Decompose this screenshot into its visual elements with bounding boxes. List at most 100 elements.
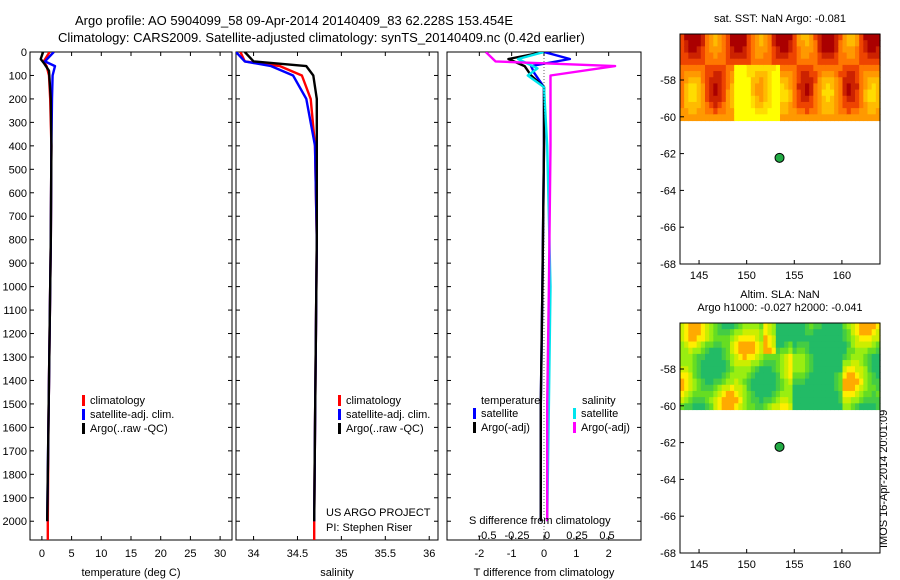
sst_map-cell xyxy=(834,83,839,91)
sla_map-cell xyxy=(838,341,844,349)
sla_map-cell xyxy=(809,372,814,380)
legend-label-salinity: Argo(..raw -QC) xyxy=(346,423,424,435)
sla_map-cell xyxy=(705,329,710,336)
sst_map-cell xyxy=(713,95,719,103)
sla_map-cell xyxy=(842,378,848,386)
sla_map-cell xyxy=(750,384,756,392)
sla_map-cell xyxy=(688,341,694,349)
difference-top-tick-label: 0 xyxy=(544,530,550,542)
sla_map-cell xyxy=(763,403,769,411)
sla_map-cell xyxy=(713,335,719,343)
sla_map-cell xyxy=(875,403,881,411)
sst_map-cell xyxy=(680,114,685,122)
sst_map-cell xyxy=(838,58,844,66)
sst_map-cell xyxy=(721,64,727,72)
sst_map-cell xyxy=(809,101,814,109)
sst_map-cell xyxy=(771,77,777,85)
sst_map-cell xyxy=(692,77,698,85)
sla_map-cell xyxy=(763,360,769,367)
sst_map-cell xyxy=(746,40,752,47)
sla_map-cell xyxy=(688,347,694,355)
sla_map-cell xyxy=(871,353,877,361)
sst_map-cell xyxy=(742,108,748,115)
sst_map-cell xyxy=(809,89,814,97)
sst_map-xtick-label: 145 xyxy=(690,270,708,282)
sla_map-cell xyxy=(696,335,702,343)
sla_map-cell xyxy=(759,341,764,349)
sst_map-cell xyxy=(713,114,719,122)
sla_map-cell xyxy=(792,347,798,355)
sst_map-cell xyxy=(700,58,706,66)
sst_map-cell xyxy=(796,71,802,78)
sla_map-cell xyxy=(834,347,839,355)
sla_map-cell xyxy=(871,397,877,404)
depth-tick-label: 1900 xyxy=(3,493,27,505)
sst_map-cell xyxy=(784,83,789,91)
sst_map-cell xyxy=(838,89,844,97)
sla_map-cell xyxy=(855,341,860,349)
sla_map-cell xyxy=(713,341,719,349)
sst_map-cell xyxy=(771,34,777,41)
legend-swatch-temperature xyxy=(82,409,85,420)
sst_map-cell xyxy=(859,114,864,122)
sst_map-cell xyxy=(750,108,756,115)
sla_map-cell xyxy=(821,378,827,386)
sla_map-cell xyxy=(850,378,856,386)
sst_map-cell xyxy=(792,71,798,78)
sla_map-cell xyxy=(713,390,719,398)
sst_map-cell xyxy=(775,108,781,115)
sla_map-cell xyxy=(730,397,735,404)
salinity-xtick-label: 34 xyxy=(247,548,259,560)
sst_map-cell xyxy=(734,71,739,78)
sst_map-cell xyxy=(680,40,685,47)
sla_map-cell xyxy=(792,360,798,367)
sla_map-cell xyxy=(813,397,819,404)
sla_map-cell xyxy=(684,360,689,367)
sla_map-cell xyxy=(721,378,727,386)
sla_map-cell xyxy=(792,384,798,392)
sst_map-cell xyxy=(680,46,685,54)
sst_map-cell xyxy=(784,58,789,66)
sst_map-cell xyxy=(788,114,794,122)
sla_map-cell xyxy=(709,378,714,386)
sst_map-cell xyxy=(717,101,723,109)
sla_map-cell xyxy=(700,347,706,355)
sla_map-cell xyxy=(763,347,769,355)
sst_map-cell xyxy=(817,58,823,66)
sla_map-cell xyxy=(742,353,748,361)
sst_map-cell xyxy=(738,34,744,41)
sla_map-cell xyxy=(775,347,781,355)
sst_map-cell xyxy=(771,83,777,91)
sla_map-cell xyxy=(763,372,769,380)
sla_map-cell xyxy=(734,335,739,343)
sst_map-cell xyxy=(780,108,785,115)
sla_map-cell xyxy=(709,335,714,343)
sst_map-cell xyxy=(742,34,748,41)
sst_map-cell xyxy=(850,52,856,60)
sst_map-cell xyxy=(875,71,881,78)
sst_map-cell xyxy=(717,95,723,103)
sst_map-cell xyxy=(742,77,748,85)
sla_map-cell xyxy=(821,341,827,349)
sst_map-cell xyxy=(696,83,702,91)
sla_map-cell xyxy=(850,372,856,380)
sst_map-cell xyxy=(871,71,877,78)
sla_map-cell xyxy=(855,366,860,374)
sla_map-cell xyxy=(717,378,723,386)
sla_map-cell xyxy=(700,384,706,392)
difference-xtick-label: -1 xyxy=(507,548,517,560)
sla_map-cell xyxy=(867,384,873,392)
sla_map-cell xyxy=(767,353,773,361)
sla_map-cell xyxy=(871,390,877,398)
sla_map-cell xyxy=(721,403,727,411)
sla_map-cell xyxy=(759,384,764,392)
sst_map-cell xyxy=(750,114,756,122)
sst_map-cell xyxy=(871,46,877,54)
sla_map-cell xyxy=(738,366,744,374)
sla_map-cell xyxy=(846,329,852,336)
sla_map-ytick-label: -68 xyxy=(660,548,676,560)
sla_map-cell xyxy=(717,384,723,392)
sla_map-cell xyxy=(730,390,735,398)
sla_map-cell xyxy=(809,378,814,386)
sla_map-cell xyxy=(763,378,769,386)
